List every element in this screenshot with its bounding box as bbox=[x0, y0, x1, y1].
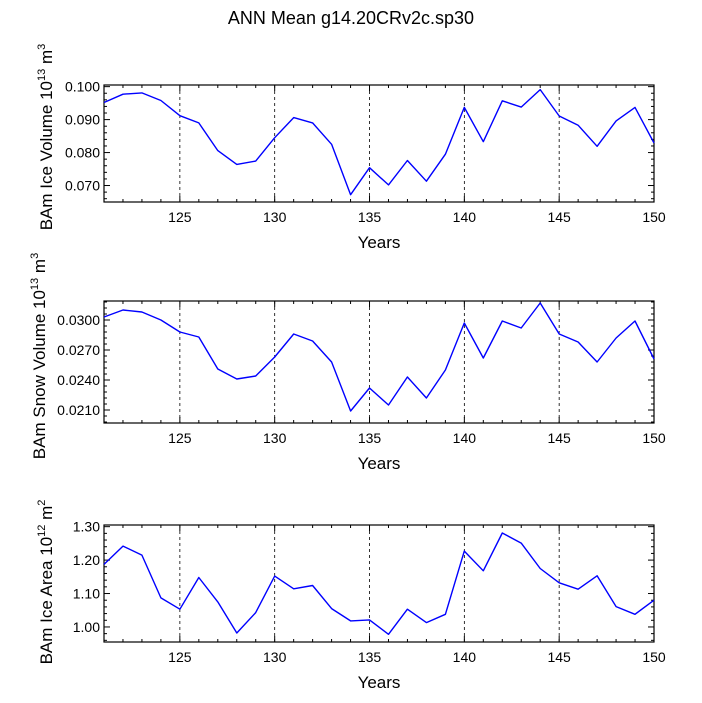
y-axis-label: BAm Ice Volume 1013 m3 bbox=[36, 44, 56, 231]
y-label-unit: m bbox=[30, 259, 49, 278]
x-tick-label-150: 150 bbox=[642, 209, 666, 225]
panel-snow-volume: 125 130 135 140 145 150 0.0210 0.0240 0.0270 0.03… bbox=[29, 253, 666, 473]
x-axis-label: Years bbox=[358, 673, 401, 692]
x-tick-label-140: 140 bbox=[453, 649, 477, 665]
y-tick-label-1.00: 1.00 bbox=[73, 619, 100, 635]
x-tick-label-150: 150 bbox=[642, 649, 666, 665]
x-tick-label-125: 125 bbox=[168, 209, 192, 225]
y-tick-label-0.090: 0.090 bbox=[65, 112, 100, 128]
plot-frame bbox=[103, 300, 655, 424]
y-axis-label: BAm Snow Volume 1013 m3 bbox=[29, 253, 49, 459]
y-label-exponent: 13 bbox=[36, 69, 48, 81]
y-label-main: BAm Ice Area 10 bbox=[37, 537, 56, 665]
x-tick-label-135: 135 bbox=[358, 209, 382, 225]
y-tick-label-0.070: 0.070 bbox=[65, 178, 100, 194]
plot-frame bbox=[103, 84, 655, 203]
x-tick-label-130: 130 bbox=[263, 209, 287, 225]
y-label-unit-exponent: 2 bbox=[36, 500, 48, 506]
y-tick-label-0.0300: 0.0300 bbox=[57, 312, 100, 328]
x-tick-label-135: 135 bbox=[358, 430, 382, 446]
x-tick-label-140: 140 bbox=[453, 209, 477, 225]
y-label-main: BAm Snow Volume 10 bbox=[30, 290, 49, 459]
x-tick-label-145: 145 bbox=[547, 430, 571, 446]
x-axis-label: Years bbox=[358, 454, 401, 473]
x-tick-label-145: 145 bbox=[547, 209, 571, 225]
x-tick-label-140: 140 bbox=[453, 430, 477, 446]
y-tick-label-0.0210: 0.0210 bbox=[57, 402, 100, 418]
x-tick-label-150: 150 bbox=[642, 430, 666, 446]
y-label-unit: m bbox=[37, 506, 56, 525]
x-axis-label: Years bbox=[358, 233, 401, 252]
y-tick-label-0.100: 0.100 bbox=[65, 79, 100, 95]
y-label-unit-exponent: 3 bbox=[36, 44, 48, 50]
plot-frame bbox=[103, 524, 655, 643]
x-tick-label-145: 145 bbox=[547, 649, 571, 665]
y-tick-label-0.0240: 0.0240 bbox=[57, 372, 100, 388]
y-label-exponent: 13 bbox=[29, 278, 41, 290]
y-label-main: BAm Ice Volume 10 bbox=[37, 81, 56, 230]
y-tick-label-1.10: 1.10 bbox=[73, 586, 100, 602]
x-tick-label-125: 125 bbox=[168, 649, 192, 665]
y-tick-label-1.30: 1.30 bbox=[73, 519, 100, 535]
y-tick-label-0.080: 0.080 bbox=[65, 145, 100, 161]
series-line-ice-area bbox=[103, 532, 655, 635]
y-tick-label-1.20: 1.20 bbox=[73, 552, 100, 568]
y-tick-label-0.0270: 0.0270 bbox=[57, 342, 100, 358]
series-line-snow-volume bbox=[103, 302, 655, 412]
x-tick-label-130: 130 bbox=[263, 430, 287, 446]
panel-ice-volume: 125 130 135 140 145 150 0.070 0.080 0.090 0.100 Ye… bbox=[36, 44, 666, 252]
y-axis-label: BAm Ice Area 1012 m2 bbox=[36, 500, 56, 665]
figure-title: ANN Mean g14.20CRv2c.sp30 bbox=[227, 8, 475, 28]
y-label-exponent: 12 bbox=[36, 525, 48, 537]
panel-ice-area: 125 130 135 140 145 150 1.00 1.10 1.20 1.30 Years B… bbox=[36, 500, 666, 692]
y-label-unit-exponent: 3 bbox=[29, 253, 41, 259]
x-tick-label-125: 125 bbox=[168, 430, 192, 446]
x-tick-label-135: 135 bbox=[358, 649, 382, 665]
y-label-unit: m bbox=[37, 50, 56, 69]
series-line-ice-volume bbox=[103, 88, 655, 196]
x-tick-label-130: 130 bbox=[263, 649, 287, 665]
